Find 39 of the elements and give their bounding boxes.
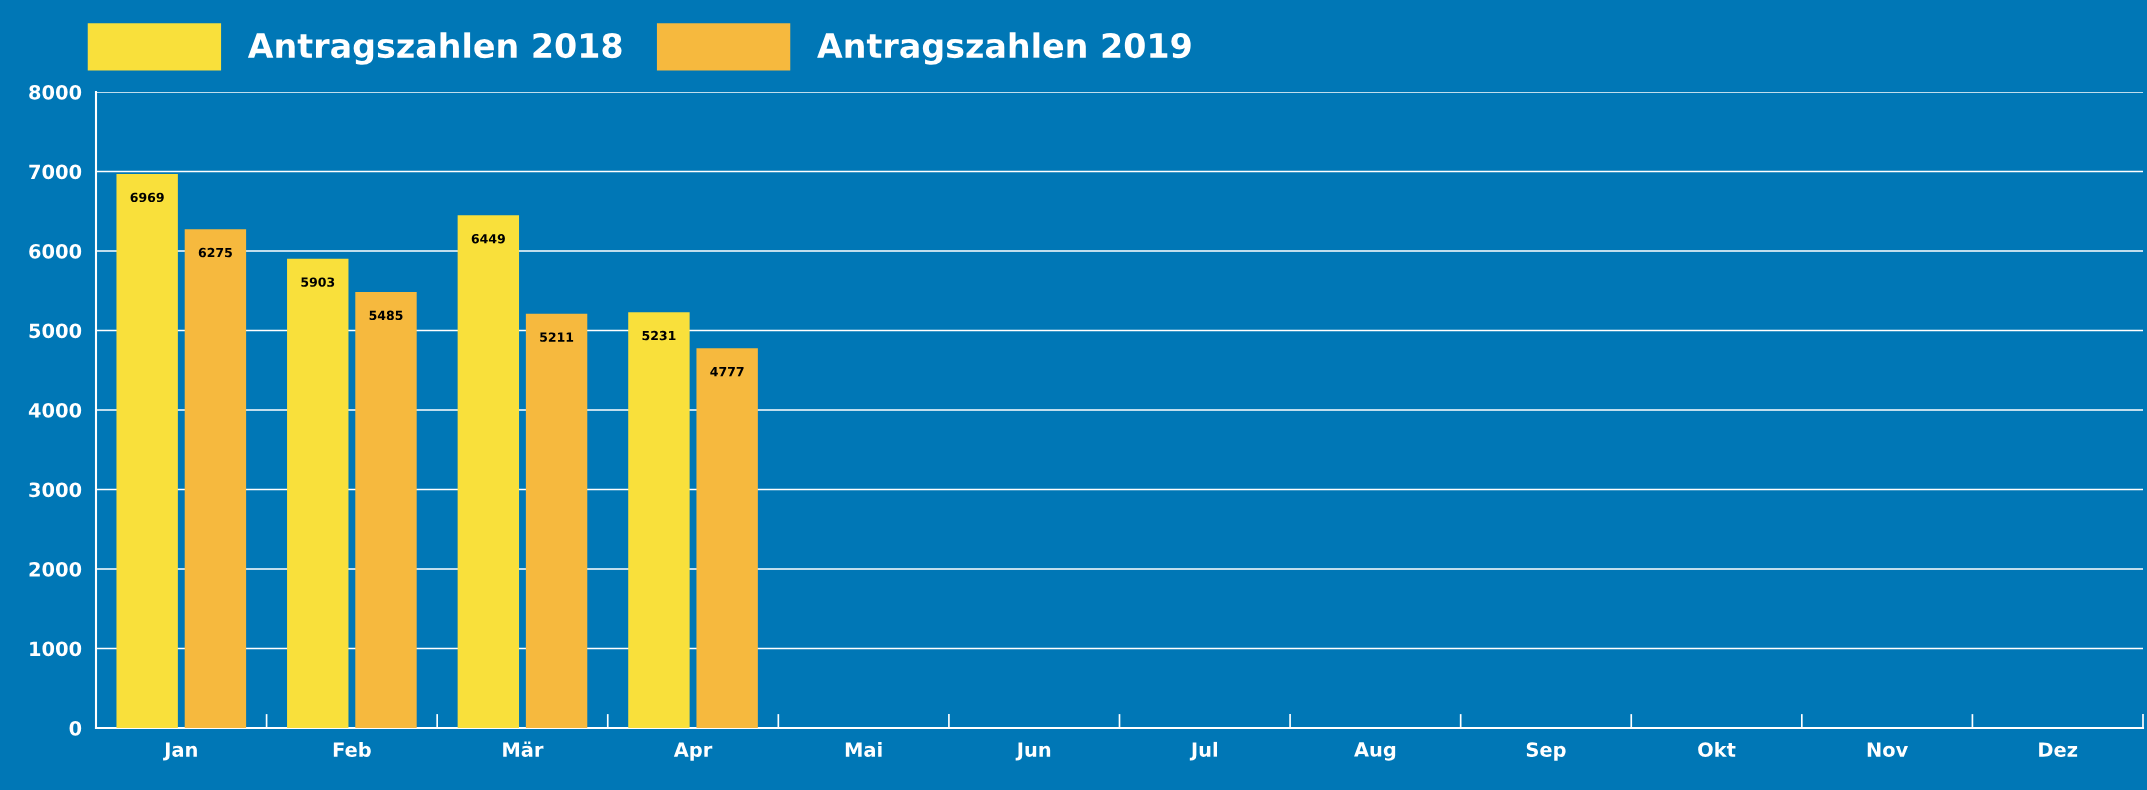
bar [355, 291, 417, 728]
x-tick-label: Jan [163, 742, 197, 761]
x-tick-label: Sep [1526, 742, 1566, 761]
x-tick-label: Apr [673, 742, 713, 761]
data-label: 5211 [540, 332, 574, 342]
data-label: 5903 [301, 277, 335, 287]
y-tick-label: 7000 [29, 164, 82, 180]
y-tick-label: 8000 [29, 84, 82, 100]
legend-label: Antragszahlen 2019 [817, 32, 1191, 65]
bar [184, 229, 247, 728]
x-tick-label: Jun [1015, 742, 1051, 761]
y-tick-label: 6000 [29, 243, 82, 259]
x-tick-label: Dez [2039, 742, 2078, 757]
data-label: 6449 [471, 233, 505, 244]
x-tick-label: Nov [1867, 742, 1908, 757]
bar [696, 348, 758, 728]
data-label: 5231 [642, 330, 676, 341]
y-tick-label: 0 [69, 720, 82, 736]
bar [525, 313, 588, 728]
data-label: 4777 [710, 367, 744, 377]
bar [287, 258, 349, 728]
y-tick-label: 3000 [29, 482, 82, 498]
x-tick-label: Jul [1189, 741, 1218, 761]
legend-label: Antragszahlen 2018 [247, 32, 622, 65]
y-tick-label: 4000 [28, 402, 82, 418]
y-tick-label: 5000 [29, 323, 82, 339]
data-label: 5485 [369, 310, 403, 321]
data-label: 6969 [130, 192, 164, 203]
x-tick-label: Feb [333, 741, 371, 757]
x-tick-label: Okt [1698, 741, 1736, 757]
bar [116, 173, 178, 728]
x-tick-label: Mär [503, 741, 544, 757]
bar [628, 312, 690, 728]
x-tick-label: Aug [1354, 742, 1396, 761]
x-tick-label: Mai [845, 741, 882, 757]
y-tick-label: 1000 [30, 641, 82, 657]
data-label: 6275 [198, 247, 232, 258]
y-tick-label: 2000 [29, 561, 82, 577]
bar [457, 215, 520, 728]
